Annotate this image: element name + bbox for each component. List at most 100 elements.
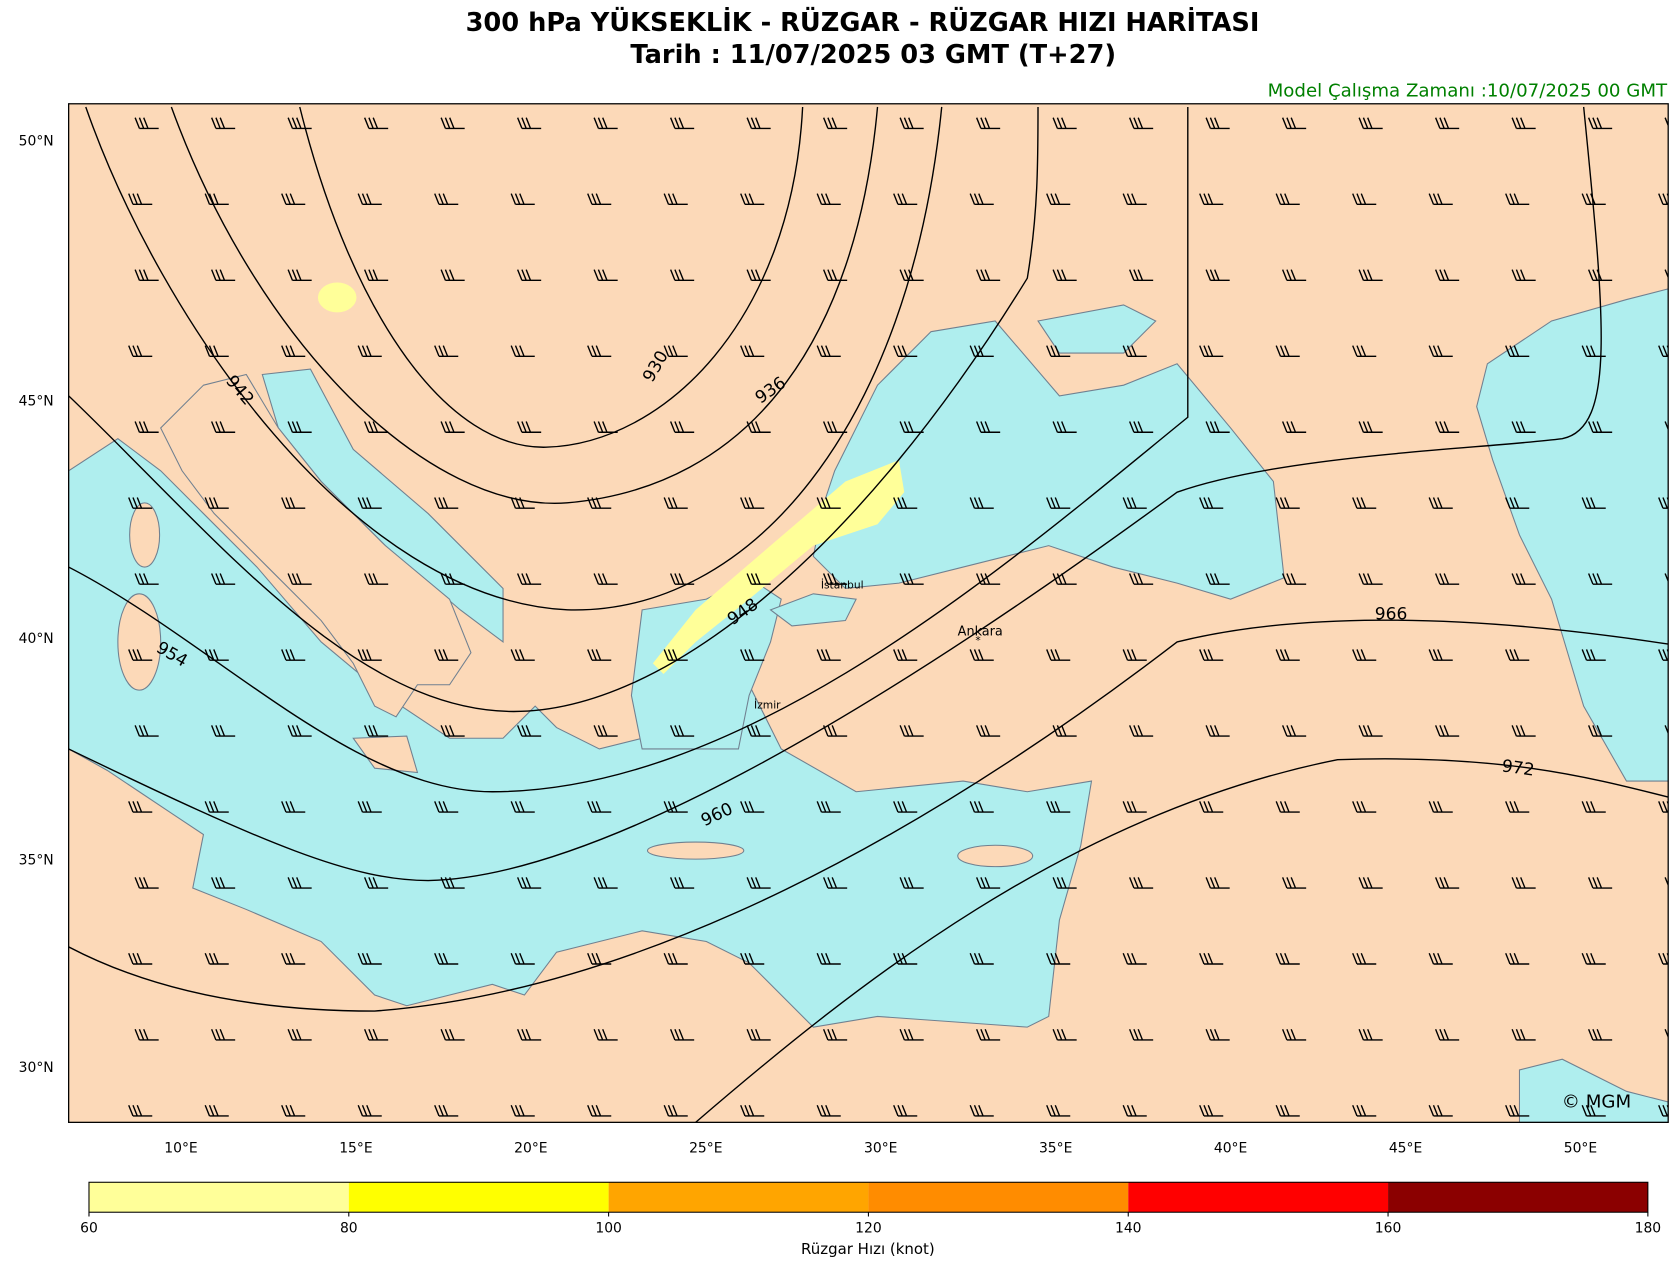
wind-barb bbox=[663, 497, 688, 509]
wind-barb bbox=[822, 117, 848, 130]
colorbar-tick-label: 100 bbox=[595, 1221, 622, 1237]
wind-barb bbox=[1046, 953, 1071, 965]
wind-barb bbox=[969, 953, 994, 965]
wind-barb bbox=[822, 877, 848, 889]
wind-barb bbox=[1352, 1104, 1377, 1117]
wind-barb bbox=[1281, 117, 1307, 130]
wind-barb bbox=[287, 877, 312, 889]
wind-barb bbox=[516, 725, 542, 737]
wind-barb bbox=[1581, 345, 1606, 357]
wind-barb bbox=[1205, 725, 1230, 737]
wind-barb bbox=[1434, 421, 1460, 433]
wind-barb bbox=[357, 193, 382, 206]
wind-barb bbox=[1281, 1029, 1307, 1041]
map-area: 930 936 942 948 954 960 966 972 İstanbul… bbox=[68, 103, 1669, 1123]
wind-barb bbox=[1434, 1029, 1460, 1041]
map-frame bbox=[68, 103, 1669, 1123]
wind-barb bbox=[669, 573, 695, 585]
lon-label: 40°E bbox=[1214, 1140, 1247, 1156]
jet-area bbox=[317, 282, 357, 313]
wind-barb bbox=[1581, 193, 1606, 206]
wind-barb bbox=[1128, 117, 1154, 130]
wind-barb bbox=[593, 421, 618, 433]
colorbar-segment bbox=[88, 1182, 349, 1213]
wind-barb bbox=[1046, 1104, 1071, 1117]
jet-area bbox=[652, 460, 905, 675]
wind-barb bbox=[663, 193, 688, 206]
wind-barb bbox=[440, 877, 465, 889]
colorbar-segment bbox=[1388, 1182, 1648, 1213]
wind-barb bbox=[1046, 193, 1071, 206]
wind-barb bbox=[669, 877, 695, 889]
wind-barb bbox=[510, 801, 535, 813]
wind-barb bbox=[204, 497, 229, 509]
wind-barb bbox=[975, 877, 1001, 889]
wind-barb bbox=[128, 649, 153, 661]
wind-barb bbox=[1434, 725, 1460, 737]
wind-barb bbox=[516, 573, 542, 585]
wind-barb bbox=[1199, 345, 1224, 357]
wind-barb bbox=[899, 877, 924, 889]
wind-barb bbox=[281, 497, 306, 509]
wind-barb bbox=[1587, 1029, 1613, 1041]
wind-barb bbox=[1128, 421, 1154, 433]
wind-barb bbox=[440, 421, 465, 433]
wind-barb bbox=[363, 725, 389, 737]
wind-barb bbox=[740, 497, 765, 509]
wind-barb bbox=[1428, 801, 1453, 813]
wind-barb bbox=[1511, 117, 1536, 130]
wind-barb bbox=[593, 117, 618, 130]
wind-barb bbox=[1511, 877, 1536, 889]
wind-barb bbox=[516, 877, 542, 889]
wind-barb bbox=[1587, 117, 1613, 130]
wind-barb bbox=[593, 269, 618, 282]
wind-barb bbox=[510, 497, 535, 509]
contour-label: 966 bbox=[1375, 604, 1408, 624]
wind-barb bbox=[1358, 725, 1383, 737]
wind-barb bbox=[1434, 877, 1460, 889]
wind-barb bbox=[746, 573, 771, 585]
wind-barb bbox=[440, 573, 465, 585]
wind-barb bbox=[363, 269, 389, 282]
wind-barb bbox=[1505, 345, 1530, 357]
wind-barb bbox=[816, 801, 841, 813]
wind-barb bbox=[210, 877, 236, 889]
wind-barb bbox=[1434, 117, 1460, 130]
wind-barb bbox=[1122, 345, 1147, 357]
colorbar-tick-label: 160 bbox=[1375, 1221, 1402, 1237]
wind-barb bbox=[440, 117, 465, 130]
crete bbox=[646, 841, 745, 860]
wind-barb bbox=[204, 193, 229, 206]
wind-barbs bbox=[128, 117, 1669, 1117]
wind-barb bbox=[363, 421, 389, 433]
wind-barb bbox=[1358, 269, 1383, 282]
wind-barb bbox=[287, 725, 312, 737]
wind-barb bbox=[816, 193, 841, 206]
wind-barb bbox=[1658, 193, 1669, 206]
contour-line bbox=[695, 758, 1669, 1123]
colorbar-segment bbox=[348, 1182, 609, 1213]
wind-barb bbox=[893, 497, 918, 509]
wind-barb bbox=[510, 345, 535, 357]
city-marker: * bbox=[975, 634, 981, 647]
wind-barb bbox=[1587, 421, 1613, 433]
wind-barb bbox=[893, 345, 918, 357]
wind-barb bbox=[1511, 1029, 1536, 1041]
wind-barb bbox=[1122, 953, 1147, 965]
wind-barb bbox=[1664, 725, 1669, 735]
wind-barb bbox=[134, 725, 159, 737]
wind-barb bbox=[669, 1029, 695, 1041]
wind-barb bbox=[746, 117, 771, 130]
wind-barb bbox=[287, 269, 312, 282]
wind-barb bbox=[969, 345, 994, 357]
lat-label: 40°N bbox=[19, 631, 54, 647]
wind-barb bbox=[287, 117, 312, 130]
wind-barb bbox=[593, 1029, 618, 1041]
wind-barb bbox=[363, 117, 389, 130]
wind-barb bbox=[663, 953, 688, 965]
wind-barb bbox=[669, 421, 695, 433]
wind-barb bbox=[128, 1104, 153, 1117]
wind-barb bbox=[816, 649, 841, 661]
wind-barb bbox=[1199, 801, 1224, 813]
wind-barb bbox=[1664, 573, 1669, 584]
